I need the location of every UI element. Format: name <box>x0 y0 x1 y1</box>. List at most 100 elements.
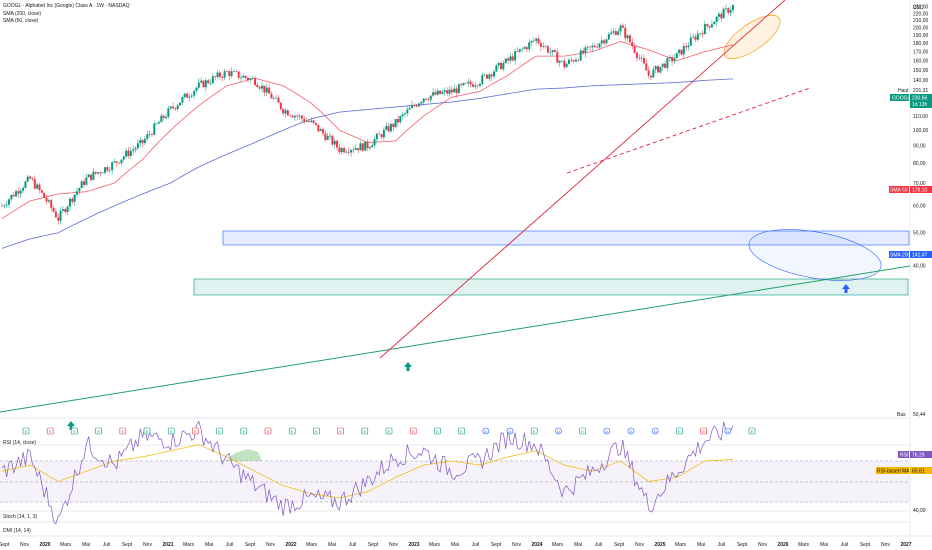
dividend-marker[interactable] <box>603 427 611 435</box>
candle-body <box>441 92 444 94</box>
time-axis[interactable]: Sept Nov 2020 Mars Mai Juil Sept Nov 2021 Mars Mai… <box>0 542 912 548</box>
candle-body <box>319 129 322 132</box>
candle-body <box>469 81 472 85</box>
time-tick-label: Juil <box>472 542 480 548</box>
dmi-legend[interactable]: DMI (14, 14) <box>3 528 31 534</box>
earnings-marker[interactable] <box>434 427 441 435</box>
earnings-marker[interactable] <box>748 427 756 435</box>
candle-body <box>535 38 538 41</box>
earnings-marker[interactable] <box>95 427 102 435</box>
earnings-marker[interactable] <box>216 427 223 435</box>
symbol-legend[interactable]: GOOGL · Alphabet Inc (Google) Class A · … <box>3 3 130 9</box>
earnings-marker[interactable] <box>71 427 78 435</box>
earnings-marker[interactable] <box>458 427 465 435</box>
candle-body <box>8 199 11 205</box>
candle-body <box>361 143 364 151</box>
earnings-marker[interactable] <box>119 427 127 435</box>
earnings-marker[interactable] <box>676 427 683 435</box>
resistance-zone-box[interactable] <box>222 230 910 246</box>
price-tick-label: 220,00 <box>913 11 929 17</box>
time-tick-label: Mai <box>328 542 336 548</box>
candle-body <box>392 123 395 128</box>
earnings-marker[interactable] <box>167 427 175 435</box>
candle-body <box>483 74 486 76</box>
candle-body <box>104 167 107 173</box>
earnings-marker[interactable] <box>143 427 151 435</box>
candle-body <box>493 71 496 77</box>
event-marker-label: E <box>751 429 754 434</box>
sma50-legend[interactable]: SMA (50, close) <box>3 18 39 24</box>
candle-body <box>514 51 517 61</box>
candle-body <box>17 191 20 194</box>
earnings-marker[interactable] <box>313 427 320 435</box>
dividend-marker[interactable] <box>506 427 514 435</box>
earnings-marker[interactable] <box>700 427 707 435</box>
rsi-legend[interactable]: RSI (14, close) <box>3 440 37 446</box>
candle-body <box>652 69 655 78</box>
earnings-marker[interactable] <box>240 427 248 435</box>
price-pane[interactable] <box>0 0 910 418</box>
dashed-trendline[interactable] <box>566 87 811 174</box>
candle-body <box>228 71 231 77</box>
up-arrow-icon[interactable] <box>404 362 412 371</box>
candle-body <box>232 71 235 72</box>
support-trendline[interactable] <box>0 265 911 413</box>
candle-body <box>113 161 116 163</box>
candle-body <box>197 82 200 88</box>
candle-body <box>708 26 711 28</box>
up-arrow-icon[interactable] <box>842 284 850 293</box>
earnings-marker[interactable] <box>288 427 296 435</box>
candle-body <box>298 115 301 117</box>
dividend-marker[interactable] <box>555 427 562 435</box>
earnings-marker[interactable] <box>337 427 344 435</box>
earnings-marker[interactable] <box>46 427 54 435</box>
candle-body <box>729 10 732 13</box>
earnings-marker[interactable] <box>409 427 417 435</box>
time-tick-label: Sept <box>368 542 379 548</box>
candle-body <box>174 108 177 110</box>
dividend-marker[interactable] <box>651 427 659 435</box>
earnings-marker[interactable] <box>22 427 30 435</box>
candle-body <box>169 106 172 109</box>
sma200-legend[interactable]: SMA (200, close) <box>3 11 42 17</box>
high-value: 231,31 <box>913 88 929 94</box>
target-ellipse-blue[interactable] <box>745 221 885 290</box>
time-tick-label: Nov <box>758 542 767 548</box>
candle-body <box>75 191 78 195</box>
support-zone-box[interactable] <box>193 278 909 296</box>
time-tick-label: Nov <box>389 542 398 548</box>
sma50-value: 178,10 <box>912 188 928 194</box>
dividend-marker[interactable] <box>627 427 635 435</box>
target-ellipse-orange[interactable] <box>718 7 787 66</box>
candle-body <box>310 120 313 122</box>
candle-body <box>706 24 709 27</box>
price-tick-label: 230,00 <box>913 5 929 11</box>
earnings-marker[interactable] <box>579 427 586 435</box>
earnings-marker[interactable] <box>192 427 199 435</box>
rsi-value: 76,29 <box>912 453 925 459</box>
candle-body <box>242 75 245 78</box>
earnings-marker[interactable] <box>385 427 393 435</box>
earnings-marker[interactable] <box>530 427 538 435</box>
candle-body <box>727 8 730 13</box>
stoch-legend[interactable]: Stoch (14, 1, 3) <box>3 514 38 520</box>
candle-body <box>343 148 346 153</box>
dividend-marker[interactable] <box>724 427 732 435</box>
up-arrow-icon[interactable] <box>67 421 75 430</box>
resistance-trendline[interactable] <box>379 0 786 359</box>
candle-body <box>476 85 479 87</box>
candle-body <box>450 89 453 93</box>
earnings-marker[interactable] <box>361 427 369 435</box>
candle-body <box>296 115 299 117</box>
earnings-marker[interactable] <box>264 427 272 435</box>
rsi-ma-value: 60,81 <box>912 469 925 475</box>
candle-body <box>495 65 498 72</box>
dividend-marker[interactable] <box>482 427 490 435</box>
candle-body <box>22 187 25 191</box>
bar-countdown: 1d 13h <box>912 102 928 108</box>
candle-body <box>657 66 660 73</box>
